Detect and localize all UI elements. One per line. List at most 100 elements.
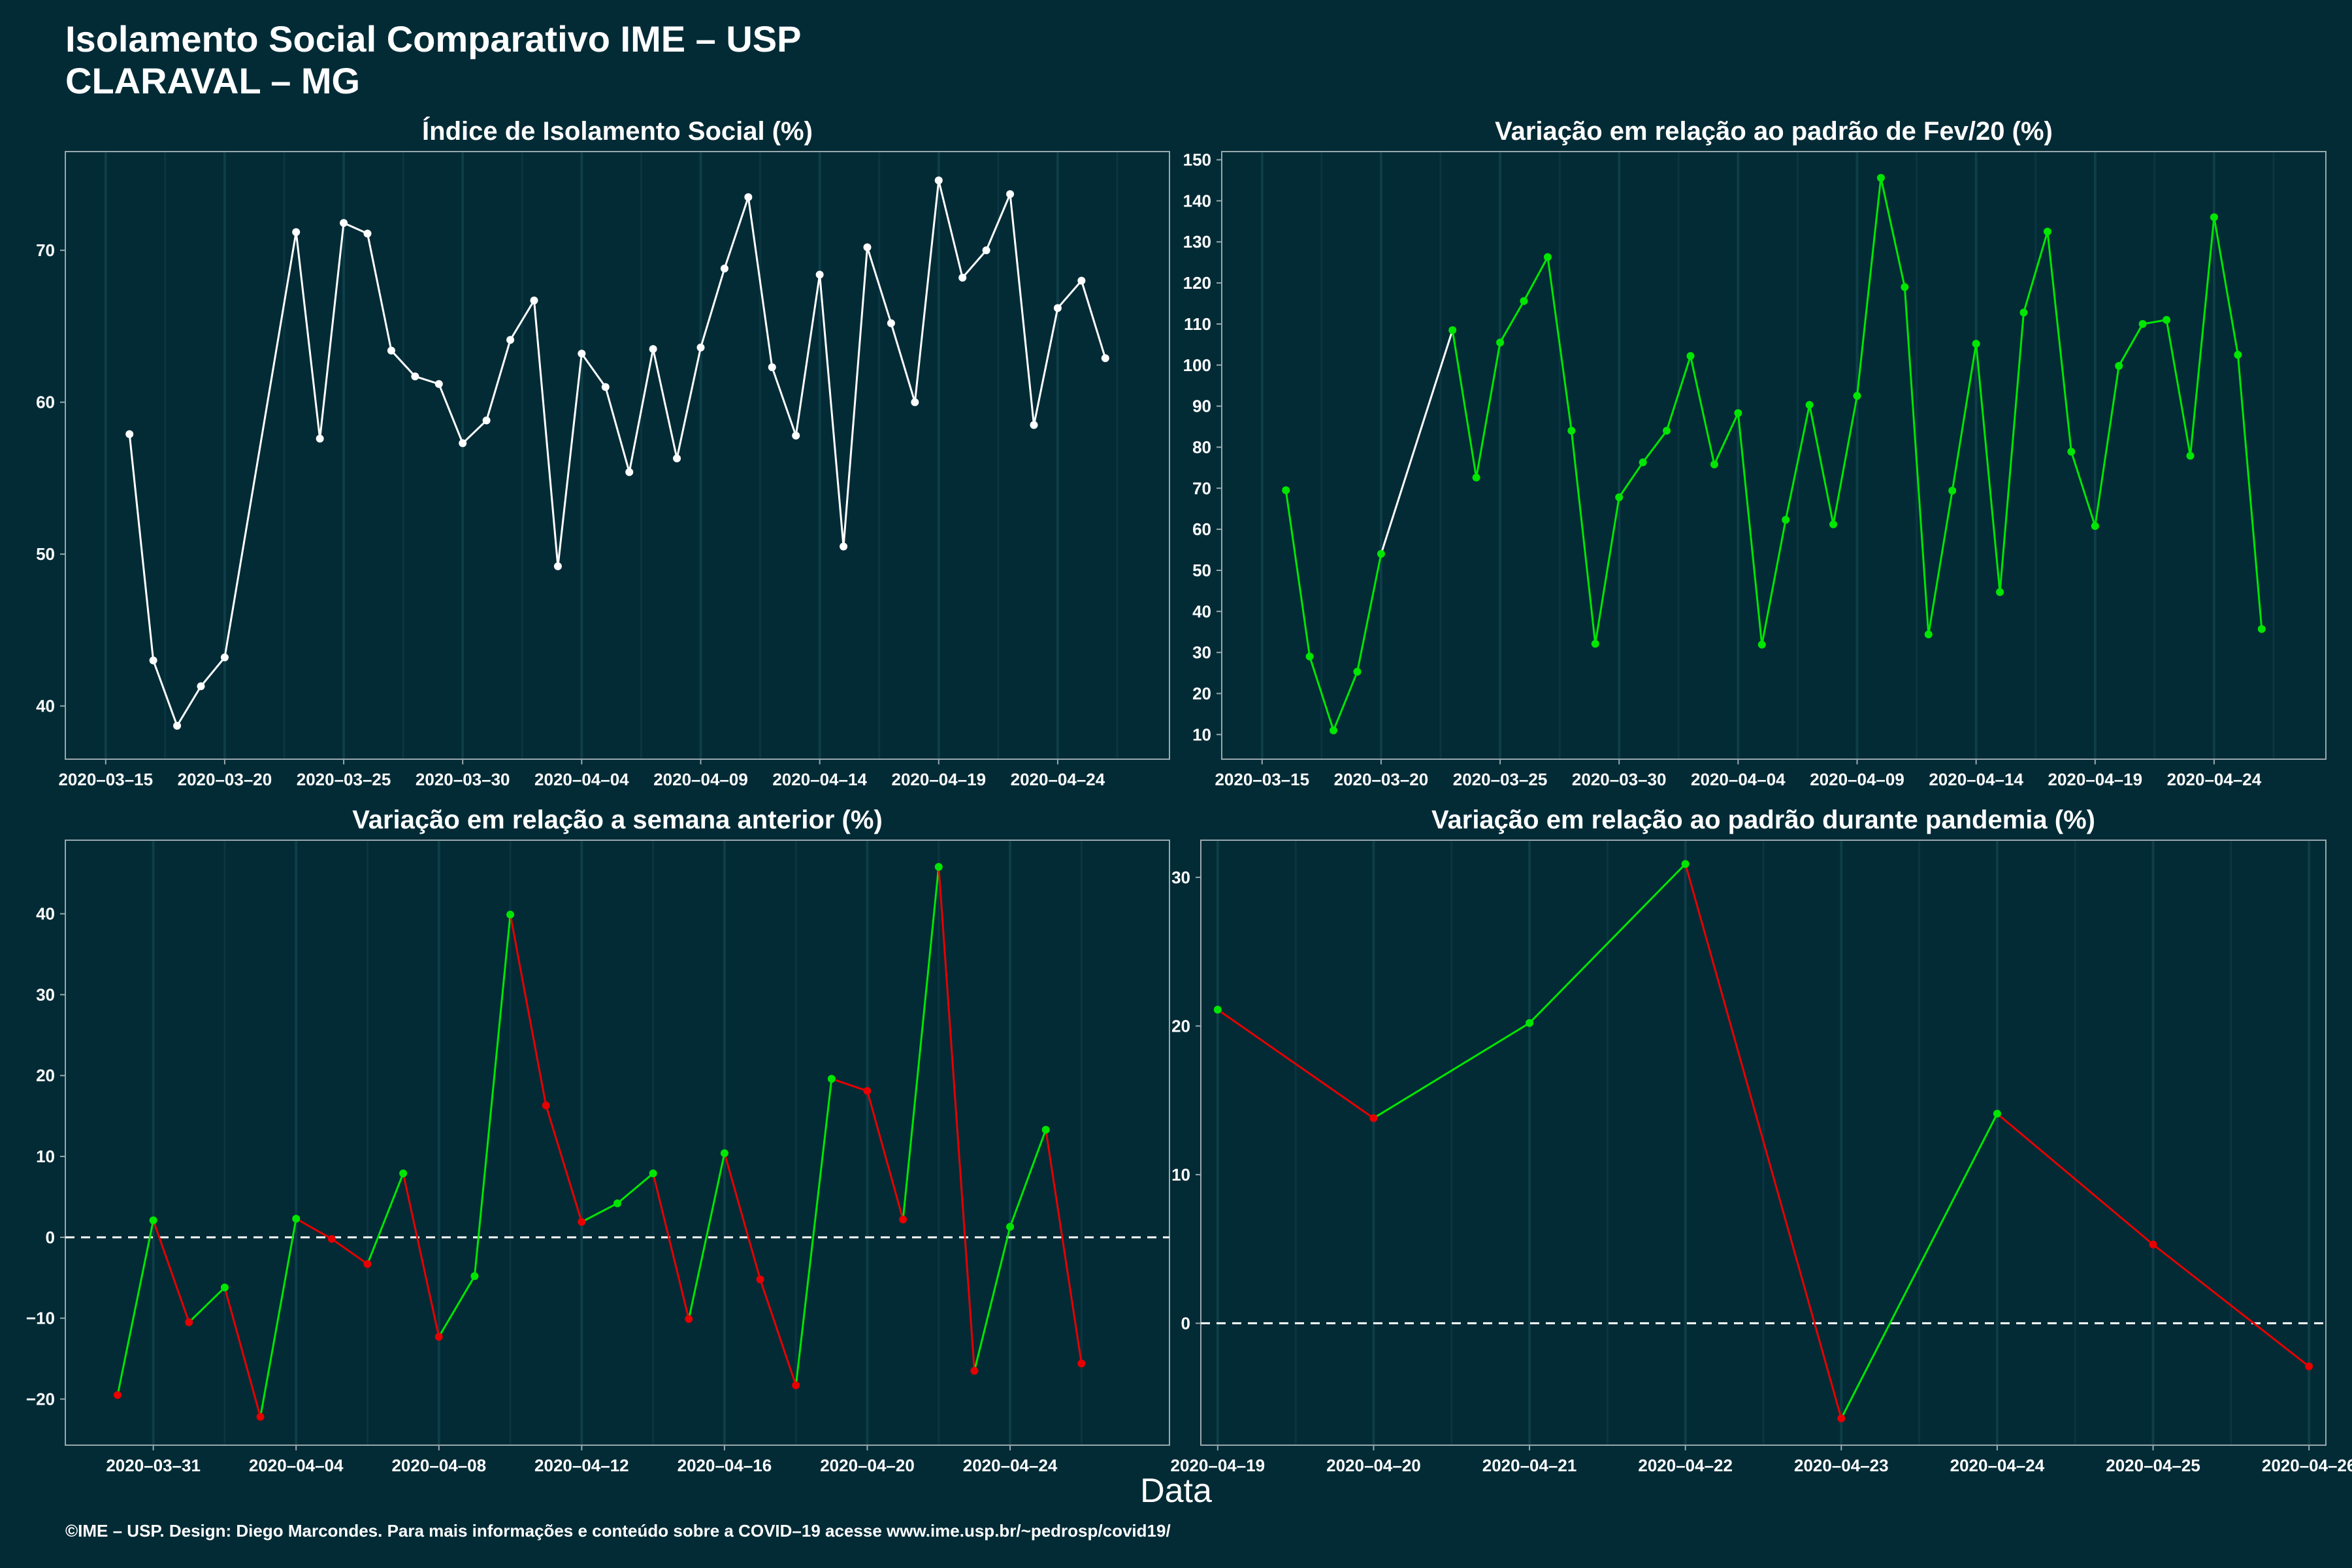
data-point [756,1275,764,1284]
data-point [863,243,872,252]
data-point [1006,190,1015,199]
data-point [673,454,681,463]
x-tick-label: 2020–04–16 [678,1456,772,1475]
data-point [1686,351,1695,360]
y-tick-label: 60 [36,393,55,412]
series-segment [1665,355,1691,431]
data-point [482,416,491,425]
series-segment [343,221,368,235]
data-point [1948,487,1957,495]
series-segment [723,197,749,269]
data-point [1369,1114,1378,1122]
x-tick-label: 2020–04–24 [963,1456,1058,1475]
x-tick-label: 2020–03–15 [58,770,153,789]
chart-title-4: Variação em relação ao padrão durante pa… [1431,806,2095,834]
data-point [1876,174,1885,182]
series-segment [2189,217,2215,456]
series-segment [1975,343,2001,593]
data-point [696,343,705,351]
series-segment [1009,193,1035,425]
data-point [1805,400,1814,409]
series-segment [687,1152,726,1320]
x-tick-label: 2020–04–19 [1171,1456,1266,1475]
data-point [125,430,134,438]
series-segment [1594,497,1620,644]
series-segment [2165,319,2191,456]
series-segment [2117,323,2144,367]
series-segment [1380,329,1454,555]
x-tick-label: 2020–04–12 [534,1456,629,1475]
y-tick-label: 70 [36,240,55,260]
data-point [2115,362,2123,370]
data-point [1782,515,1790,524]
x-tick-label: 2020–04–21 [1482,1456,1577,1475]
series-segment [794,274,821,436]
x-tick-label: 2020–04–24 [1950,1456,2045,1475]
y-tick-label: 80 [1192,437,1211,457]
data-point [1543,253,1552,261]
series-segment [557,353,583,566]
data-point [649,345,657,353]
series-segment [414,375,440,385]
series-segment [1009,1129,1047,1228]
series-segment [367,1173,404,1265]
data-point [1006,1222,1015,1231]
series-segment [1499,300,1525,343]
series-segment [866,1090,904,1220]
data-point [1639,458,1647,466]
x-tick-label: 2020–04–04 [1691,770,1786,789]
y-tick-label: 50 [1192,561,1211,580]
series-segment [581,1202,618,1223]
data-point [578,350,586,358]
x-tick-label: 2020–04–19 [891,770,986,789]
data-point [625,468,634,476]
data-point [2149,1240,2157,1249]
x-tick-label: 2020–04–25 [2106,1456,2200,1475]
y-tick-label: 10 [36,1147,55,1166]
x-tick-label: 2020–04–23 [1794,1456,1889,1475]
data-point [292,228,301,237]
series-segment [223,1287,262,1418]
data-point [220,653,229,662]
x-axis-title: Data [1140,1472,1212,1510]
data-point [958,273,967,282]
data-point [899,1215,907,1224]
data-point [363,1260,372,1268]
series-segment [1713,412,1739,465]
data-point [542,1102,550,1110]
data-point [1213,1005,1222,1014]
data-point [1282,486,1290,495]
y-tick-label: 110 [1184,314,1211,334]
series-segment [2152,1243,2310,1367]
data-point [982,246,990,255]
data-point [2186,451,2195,460]
data-point [1472,473,1480,482]
x-tick-label: 2020–04–19 [2048,770,2142,789]
series-segment [473,914,512,1277]
x-tick-label: 2020–03–25 [297,770,391,789]
data-point [2210,213,2218,221]
series-segment [509,300,535,341]
y-tick-label: 30 [1171,868,1190,887]
series-segment [116,1220,155,1396]
x-tick-label: 2020–04–24 [2167,770,2262,789]
x-tick-label: 2020–03–31 [106,1456,201,1475]
data-point [2234,351,2242,359]
data-point [1663,427,1671,435]
y-tick-label: 20 [1171,1016,1190,1036]
series-segment [1951,343,1978,491]
data-point [601,383,610,391]
x-tick-label: 2020–03–30 [1572,770,1667,789]
data-point [1972,340,1980,348]
series-segment [128,434,155,661]
data-point [292,1215,301,1223]
series-segment [700,268,726,348]
data-point [1615,493,1624,502]
series-segment [2070,451,2097,527]
data-point [1077,276,1086,285]
data-point [1829,520,1838,529]
panel-border [65,840,1170,1446]
series-segment [1903,287,1930,635]
data-point [2138,319,2147,328]
x-tick-label: 2020–04–09 [1810,770,1904,789]
